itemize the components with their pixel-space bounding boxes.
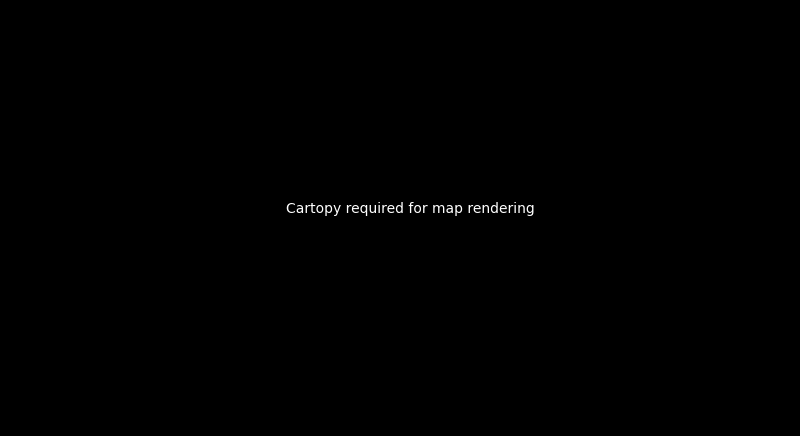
- Text: Cartopy required for map rendering: Cartopy required for map rendering: [286, 202, 534, 216]
